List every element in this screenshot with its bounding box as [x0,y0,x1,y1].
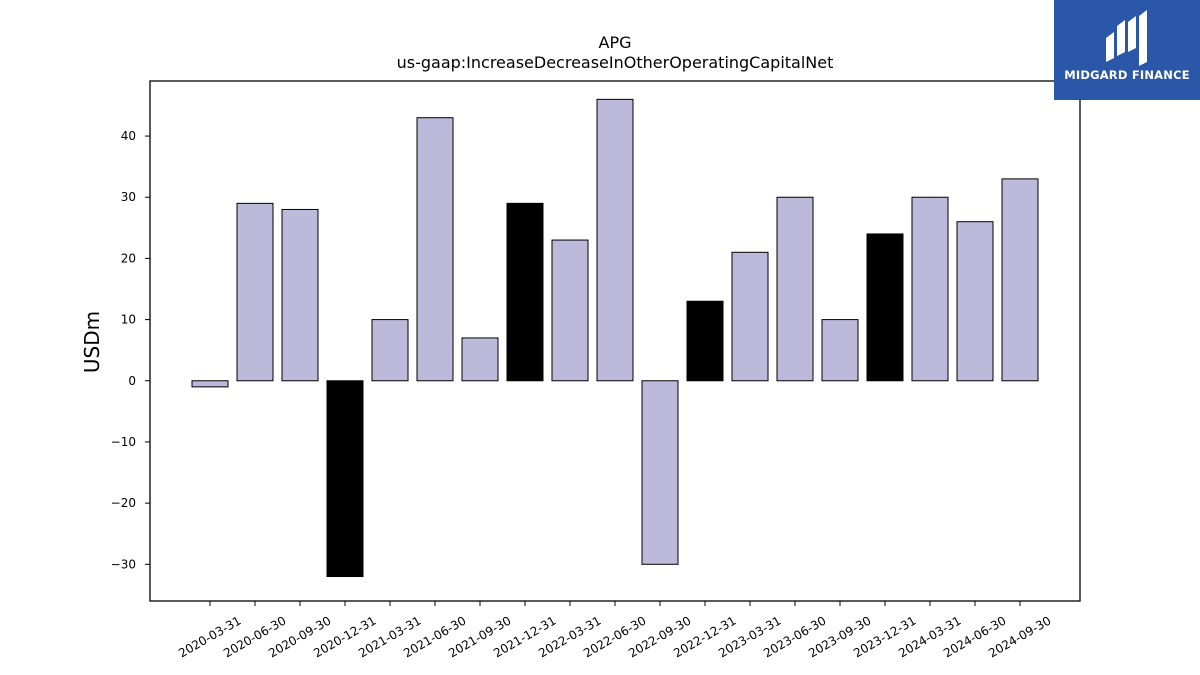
bar-2020-09-30 [281,208,319,382]
bar-2023-12-31 [866,233,904,382]
y-axis-ticks: −30 −20 −10 0 10 20 30 40 [111,129,150,571]
y-axis-label: USDm [80,311,104,373]
logo-text: MIDGARD FINANCE [1064,68,1190,82]
y-tick-label: 0 [128,374,136,388]
plot-frame [149,80,1081,602]
bar-2020-12-31 [326,380,364,578]
bar-2022-03-31 [551,239,589,382]
y-tick-label: −30 [111,557,136,571]
bars-group [191,98,1039,578]
bar-2023-06-30 [776,196,814,382]
y-tick-label: 10 [121,313,136,327]
bar-2024-06-30 [956,221,994,382]
y-tick-label: 20 [121,251,136,265]
bar-2024-03-31 [911,196,949,382]
bar-2021-03-31 [371,319,409,382]
bar-2022-12-31 [686,300,724,382]
midgard-finance-logo: MIDGARD FINANCE [1054,0,1200,100]
y-tick-label: 30 [121,190,136,204]
bar-2022-06-30 [596,98,634,382]
chart-title: APG [599,33,632,52]
x-axis-ticks: 2020-03-312020-06-302020-09-302020-12-31… [176,601,1054,660]
bar-2020-06-30 [236,202,274,382]
bar-2021-09-30 [461,337,499,382]
y-tick-label: −20 [111,496,136,510]
bar-2021-06-30 [416,117,454,382]
bar-2021-12-31 [506,202,544,382]
bar-2024-09-30 [1001,178,1039,382]
bar-2023-09-30 [821,319,859,382]
y-tick-label: 40 [121,129,136,143]
chart-subtitle: us-gaap:IncreaseDecreaseInOtherOperating… [397,53,834,72]
bar-2020-03-31 [191,380,229,388]
y-tick-label: −10 [111,435,136,449]
bar-2022-09-30 [641,380,679,565]
midgard-logo-icon [1106,10,1147,66]
bar-2023-03-31 [731,251,769,382]
